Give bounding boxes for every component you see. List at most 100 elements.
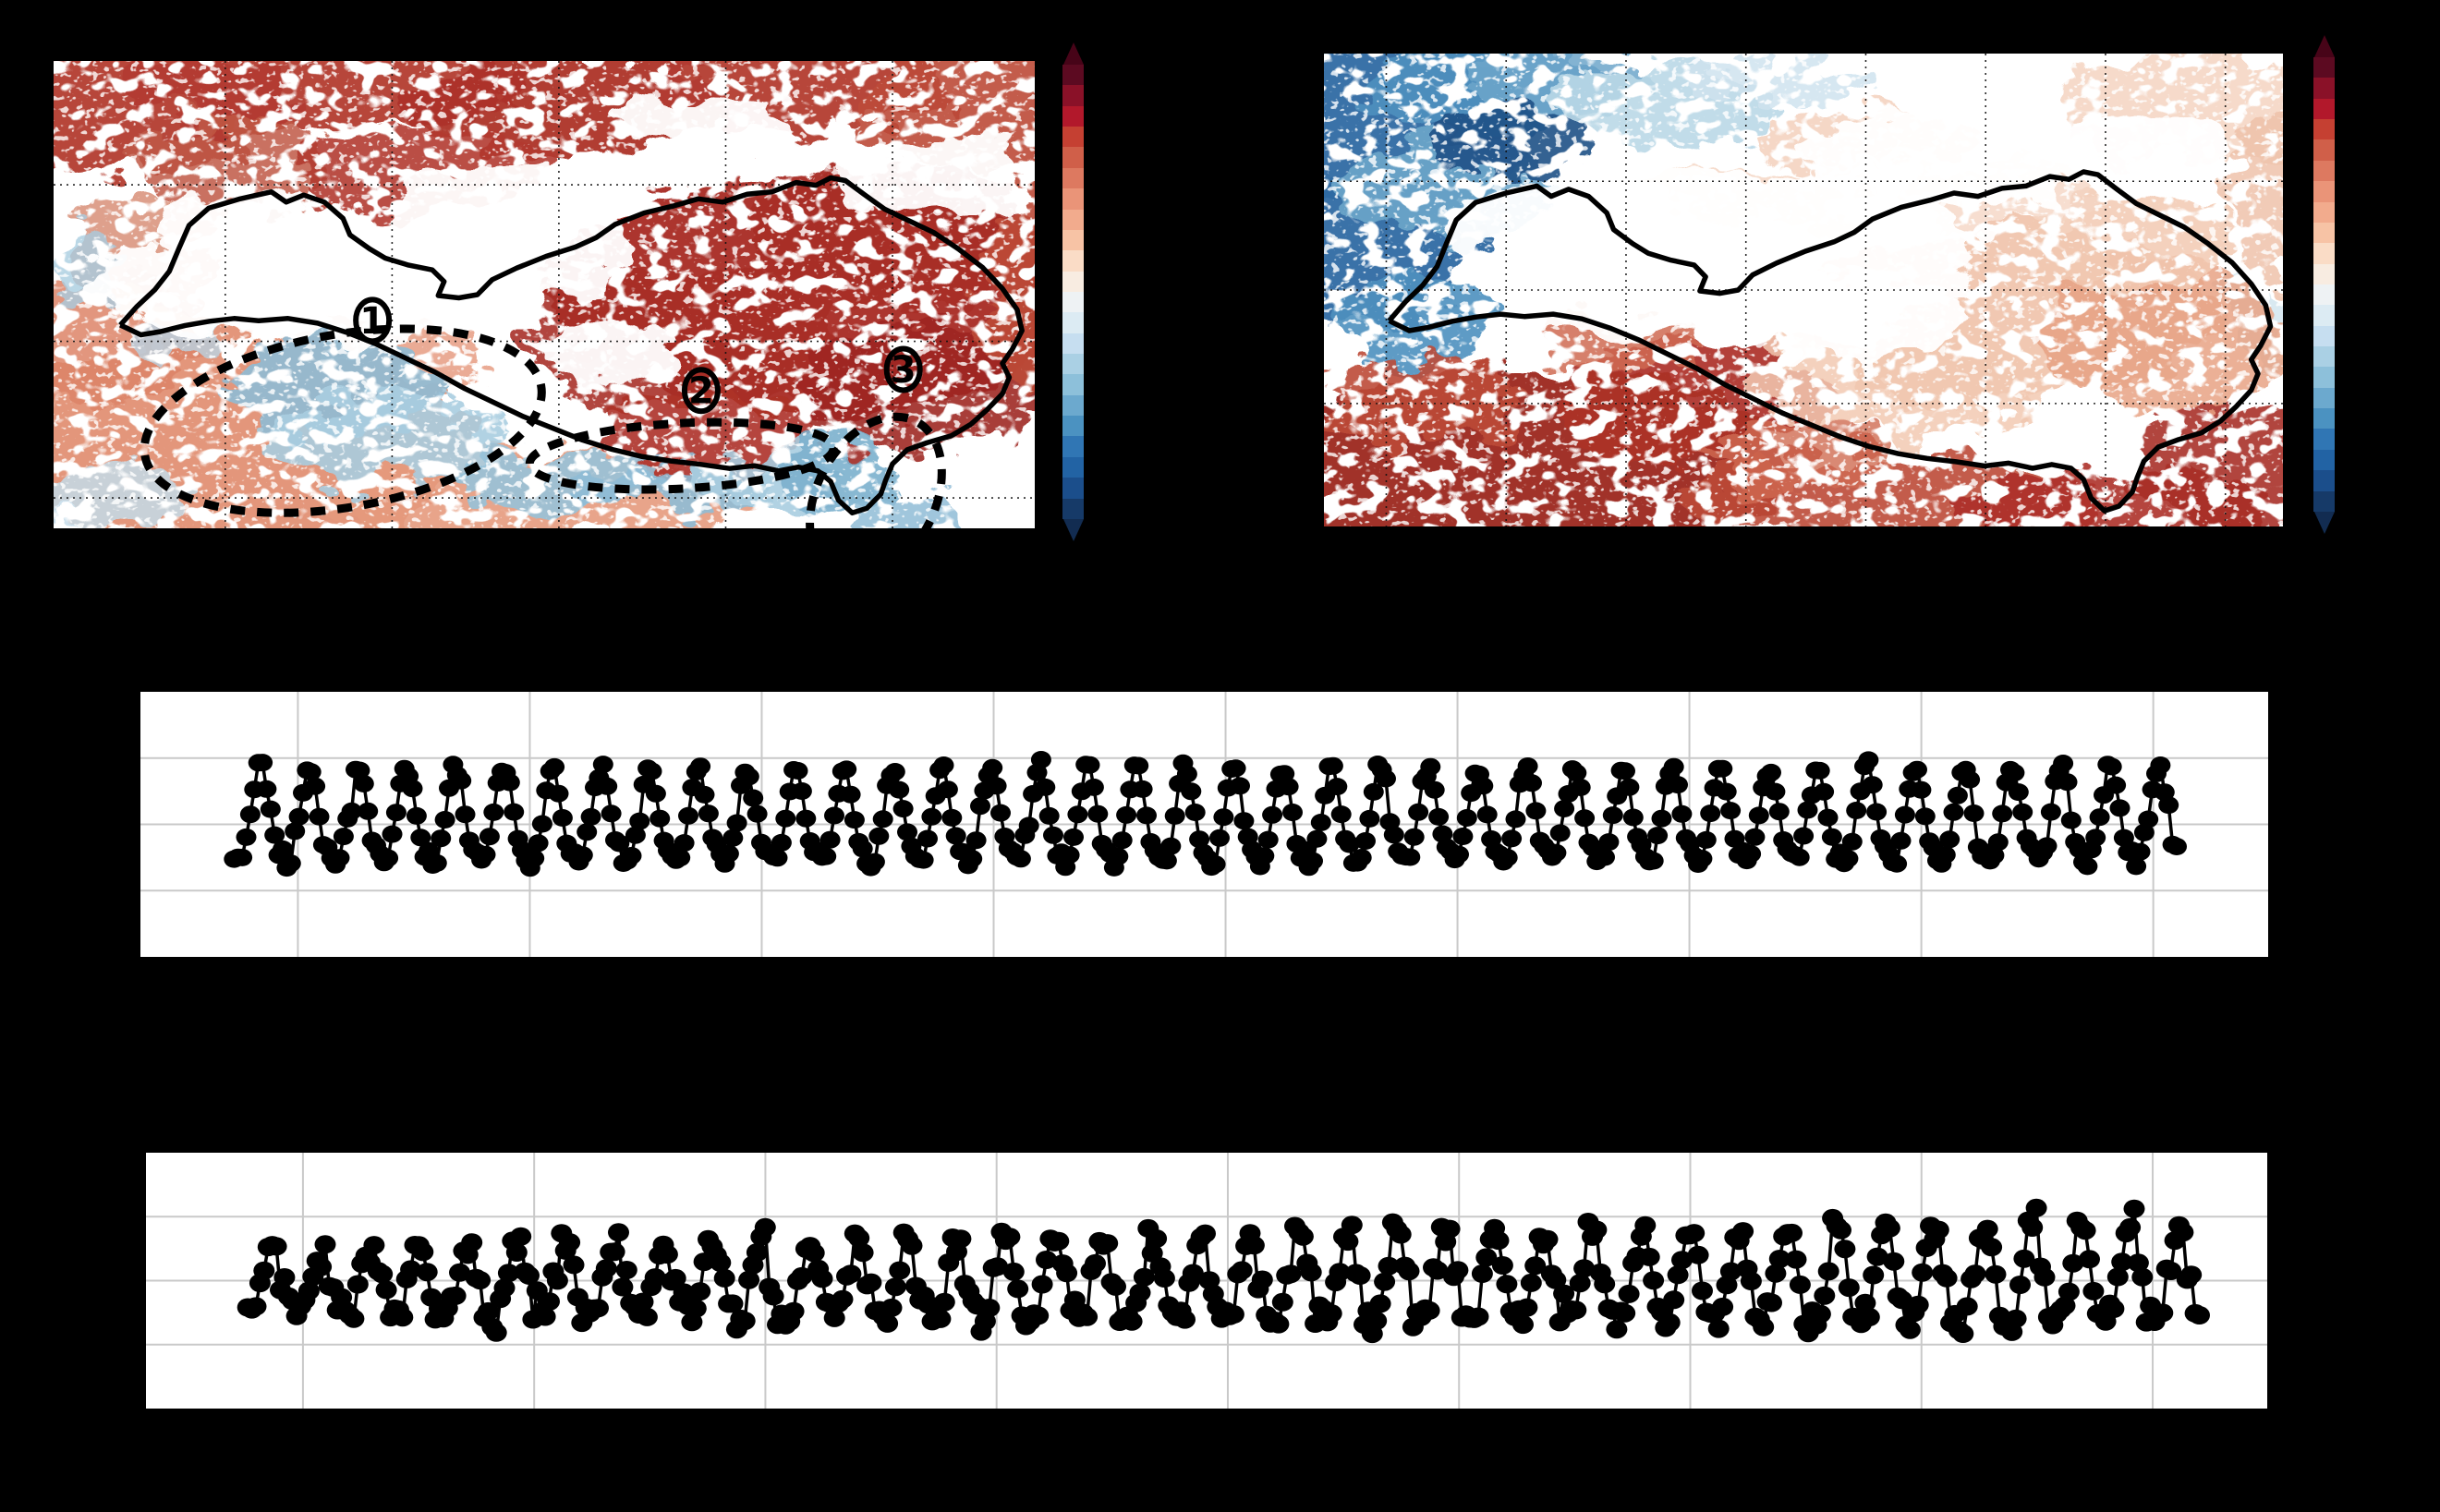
data-point: [349, 761, 370, 780]
data-point: [1271, 1292, 1293, 1312]
data-point: [341, 802, 362, 820]
data-point: [1363, 782, 1384, 801]
data-point: [1036, 1251, 1057, 1269]
data-point: [722, 1294, 744, 1313]
data-point: [824, 806, 844, 825]
data-point: [1976, 1219, 1998, 1239]
colorbar-a-upper-arrow: [1062, 42, 1084, 65]
data-point: [2013, 1249, 2035, 1268]
data-point: [1846, 802, 1867, 819]
data-point: [252, 754, 273, 772]
data-point: [1418, 1300, 1440, 1320]
data-point: [1330, 805, 1352, 824]
data-point: [1182, 1264, 1204, 1283]
data-point: [1181, 782, 1202, 801]
data-point: [510, 1227, 532, 1246]
data-point: [1622, 808, 1644, 827]
data-point: [1079, 756, 1100, 774]
data-point: [1366, 1312, 1388, 1330]
data-point: [1213, 808, 1234, 827]
data-point: [2060, 811, 2082, 829]
data-point: [2062, 1253, 2084, 1273]
data-point: [2004, 764, 2025, 782]
data-point: [1761, 763, 1781, 781]
data-point: [2040, 803, 2061, 821]
data-point: [499, 773, 520, 792]
colorbar-segment: [2313, 57, 2335, 79]
data-point: [832, 1289, 854, 1309]
data-point: [264, 826, 285, 844]
data-point: [1809, 1304, 1831, 1324]
data-point: [1939, 830, 1960, 849]
annotation-number-circle: [883, 345, 923, 393]
data-point: [392, 1308, 414, 1327]
data-point: [1687, 1245, 1709, 1264]
data-point: [412, 1242, 434, 1262]
data-point: [1524, 1256, 1547, 1276]
data-point: [2025, 1198, 2047, 1217]
data-point: [738, 768, 759, 786]
data-point: [504, 803, 525, 821]
data-point: [288, 807, 310, 826]
data-point: [1907, 1295, 1929, 1314]
data-point: [1251, 1270, 1273, 1289]
data-point: [1830, 1220, 1851, 1240]
data-point: [1184, 804, 1206, 821]
colorbar-segment: [1062, 147, 1084, 168]
data-point: [595, 1259, 617, 1278]
data-point: [285, 822, 306, 841]
colorbar-a-body: [1062, 65, 1084, 519]
data-point: [1067, 805, 1088, 824]
data-point: [1030, 751, 1051, 768]
data-point: [1408, 803, 1429, 821]
data-point: [1658, 1312, 1681, 1332]
data-point: [1663, 1290, 1685, 1310]
data-point: [300, 763, 322, 781]
data-point: [1476, 805, 1498, 824]
data-point: [1341, 1216, 1363, 1235]
data-point: [1719, 1262, 1742, 1281]
data-point: [1048, 1231, 1070, 1251]
data-point: [1452, 828, 1474, 845]
data-point: [1243, 1236, 1265, 1255]
data-point: [872, 810, 893, 829]
data-point: [329, 849, 350, 867]
data-point: [1209, 829, 1230, 847]
map-a-speckle-layer-fine: [54, 61, 1035, 528]
data-point: [1400, 848, 1421, 866]
data-point: [455, 805, 476, 824]
data-point: [2079, 1250, 2100, 1269]
data-point: [1618, 1284, 1640, 1303]
data-point: [563, 1255, 585, 1275]
data-point: [2009, 1276, 2031, 1294]
data-point: [477, 1301, 499, 1321]
data-point: [1310, 814, 1331, 831]
colorbar-segment: [2313, 346, 2335, 368]
data-point: [710, 1253, 732, 1273]
colorbar-segment: [1062, 85, 1084, 106]
data-point: [444, 1286, 467, 1305]
data-point: [1522, 774, 1542, 792]
data-point: [580, 807, 601, 826]
map-a-svg: 1 2 3: [54, 61, 1035, 528]
data-point: [1378, 1256, 1400, 1276]
data-point: [1643, 852, 1664, 870]
data-point: [670, 849, 691, 867]
data-point: [314, 1235, 336, 1254]
data-point: [273, 1268, 296, 1287]
data-point: [479, 828, 500, 846]
data-point: [1858, 1308, 1880, 1326]
data-point: [1116, 805, 1137, 824]
data-point: [945, 827, 966, 845]
data-point: [649, 809, 671, 828]
data-point: [1566, 764, 1587, 782]
data-point: [901, 1236, 923, 1255]
data-point: [1963, 804, 1985, 822]
plateau-outline: [118, 175, 1025, 516]
colorbar-segment: [1062, 127, 1084, 148]
timeseries-panel-d: [146, 1153, 2267, 1409]
data-point: [641, 762, 662, 780]
data-point: [1320, 1304, 1342, 1324]
colorbar-segment: [1062, 478, 1084, 499]
data-point: [1817, 1262, 1839, 1281]
